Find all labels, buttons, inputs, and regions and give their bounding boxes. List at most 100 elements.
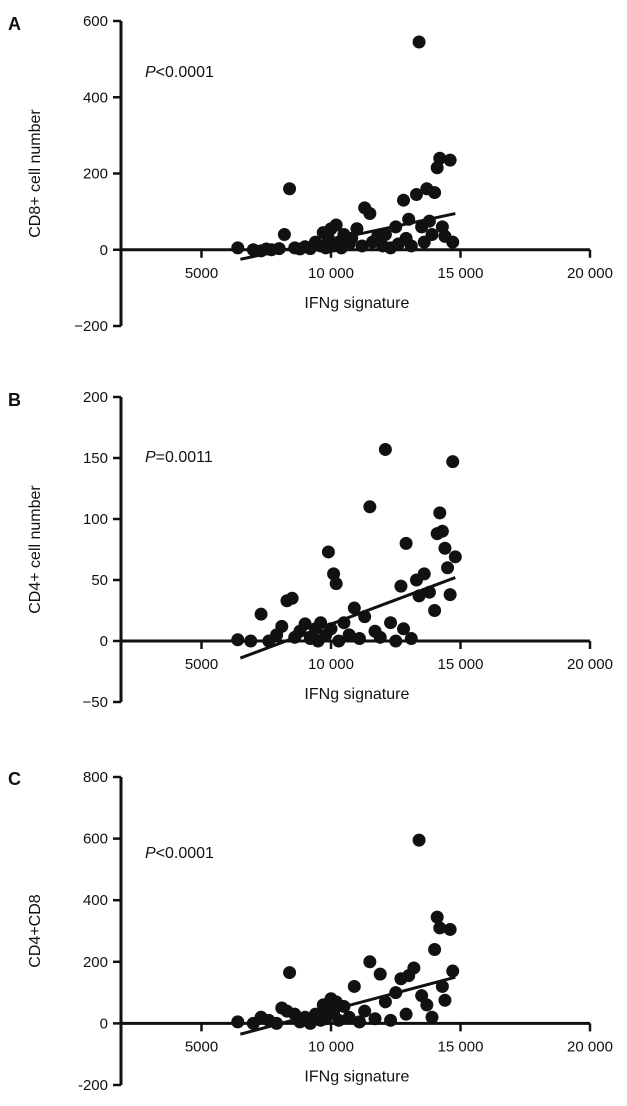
- y-tick-label: −200: [74, 318, 108, 335]
- x-tick-label: 15 000: [438, 1038, 484, 1055]
- data-point: [378, 995, 392, 1009]
- data-point: [394, 579, 408, 593]
- p-value-label: P=0.0011: [145, 449, 213, 466]
- data-point: [275, 619, 289, 633]
- data-point: [373, 967, 387, 981]
- data-point: [425, 228, 439, 241]
- data-point: [443, 922, 457, 936]
- data-point: [368, 1012, 382, 1026]
- chart-panel-b: B −50 0 50 100 150 200 5000 10 000 15 000 20 000 IF…: [8, 389, 613, 711]
- p-value: <0.0001: [156, 845, 214, 862]
- x-tick-label: 20 000: [567, 1038, 613, 1055]
- x-axis-title: IFNg signature: [304, 295, 409, 312]
- x-axis-title: IFNg signature: [304, 1068, 409, 1085]
- data-point: [404, 632, 418, 646]
- data-point: [384, 1013, 398, 1027]
- p-value-label: P<0.0001: [145, 845, 214, 862]
- y-tick-label: 200: [83, 166, 108, 183]
- data-point: [397, 193, 411, 207]
- data-point: [321, 545, 335, 559]
- data-point: [332, 634, 346, 648]
- data-point: [347, 979, 361, 993]
- data-point: [435, 524, 449, 538]
- data-point: [277, 228, 291, 241]
- data-point: [358, 1004, 372, 1018]
- y-tick-label: 0: [100, 633, 108, 650]
- x-tick-label: 20 000: [567, 265, 613, 282]
- x-tick-label: 15 000: [438, 656, 484, 673]
- y-axis-title: CD4+ cell number: [27, 485, 44, 614]
- data-point: [373, 630, 387, 644]
- data-point: [397, 622, 411, 636]
- data-point: [428, 604, 442, 617]
- data-point: [435, 979, 449, 993]
- y-tick-label: 0: [100, 242, 108, 259]
- data-point: [347, 601, 361, 615]
- y-tick-label: 50: [91, 572, 108, 589]
- trend-line: [239, 576, 456, 660]
- data-point: [425, 1010, 439, 1024]
- data-point: [428, 942, 442, 956]
- data-point: [329, 218, 343, 232]
- data-point: [342, 628, 356, 642]
- x-tick-label: 5000: [185, 1038, 218, 1055]
- y-tick-label: 400: [83, 89, 108, 106]
- data-point: [399, 536, 413, 550]
- x-tick-label: 5000: [185, 265, 218, 282]
- y-tick-label: 400: [83, 892, 108, 909]
- data-point: [412, 833, 426, 847]
- data-point: [417, 567, 431, 581]
- data-point: [446, 235, 460, 249]
- data-point: [409, 187, 423, 201]
- y-tick-label: 200: [83, 389, 108, 406]
- data-point: [433, 921, 447, 935]
- chart-panel-a: A −200 0 200 400 600 5000 10 000 15 000 20 000 IFN…: [8, 13, 613, 335]
- data-point: [363, 955, 377, 969]
- data-point: [433, 506, 447, 520]
- data-point: [231, 1015, 245, 1029]
- data-point: [342, 1010, 356, 1024]
- x-tick-label: 20 000: [567, 656, 613, 673]
- trend-line: [239, 975, 456, 1036]
- data-point: [438, 993, 452, 1007]
- data-point: [254, 607, 268, 621]
- data-point: [384, 616, 398, 630]
- data-point: [438, 541, 452, 555]
- data-point: [446, 455, 460, 469]
- data-point: [443, 153, 457, 167]
- data-point: [446, 964, 460, 978]
- data-point: [244, 634, 258, 648]
- data-point: [399, 1007, 413, 1021]
- data-point: [363, 207, 377, 221]
- data-point: [378, 442, 392, 456]
- x-tick-label: 15 000: [438, 265, 484, 282]
- panel-letter: A: [8, 14, 21, 34]
- data-point: [332, 1013, 346, 1027]
- y-axis-title: CD8+ cell number: [27, 109, 44, 238]
- data-point: [350, 222, 364, 236]
- y-tick-label: 100: [83, 511, 108, 528]
- p-value: =0.0011: [156, 449, 213, 466]
- data-point: [448, 550, 462, 564]
- p-value-label: P<0.0001: [145, 64, 214, 81]
- chart-panel-c: C -200 0 200 400 600 800 5000 10 000 15 000 20 000…: [8, 769, 613, 1094]
- data-point: [298, 617, 312, 631]
- data-point: [283, 966, 297, 980]
- y-tick-label: 800: [83, 769, 108, 786]
- data-point: [378, 228, 392, 241]
- x-tick-label: 10 000: [308, 265, 354, 282]
- y-tick-label: 200: [83, 954, 108, 971]
- data-point: [420, 998, 434, 1012]
- data-point: [407, 961, 421, 975]
- x-axis-title: IFNg signature: [304, 686, 409, 703]
- p-symbol: P: [145, 449, 156, 466]
- p-symbol: P: [145, 64, 156, 81]
- data-point: [352, 632, 366, 646]
- data-point: [404, 239, 418, 253]
- data-point: [352, 1015, 366, 1029]
- x-tick-label: 5000: [185, 656, 218, 673]
- y-tick-label: −50: [83, 694, 108, 711]
- data-point: [285, 591, 299, 605]
- y-tick-label: 600: [83, 13, 108, 30]
